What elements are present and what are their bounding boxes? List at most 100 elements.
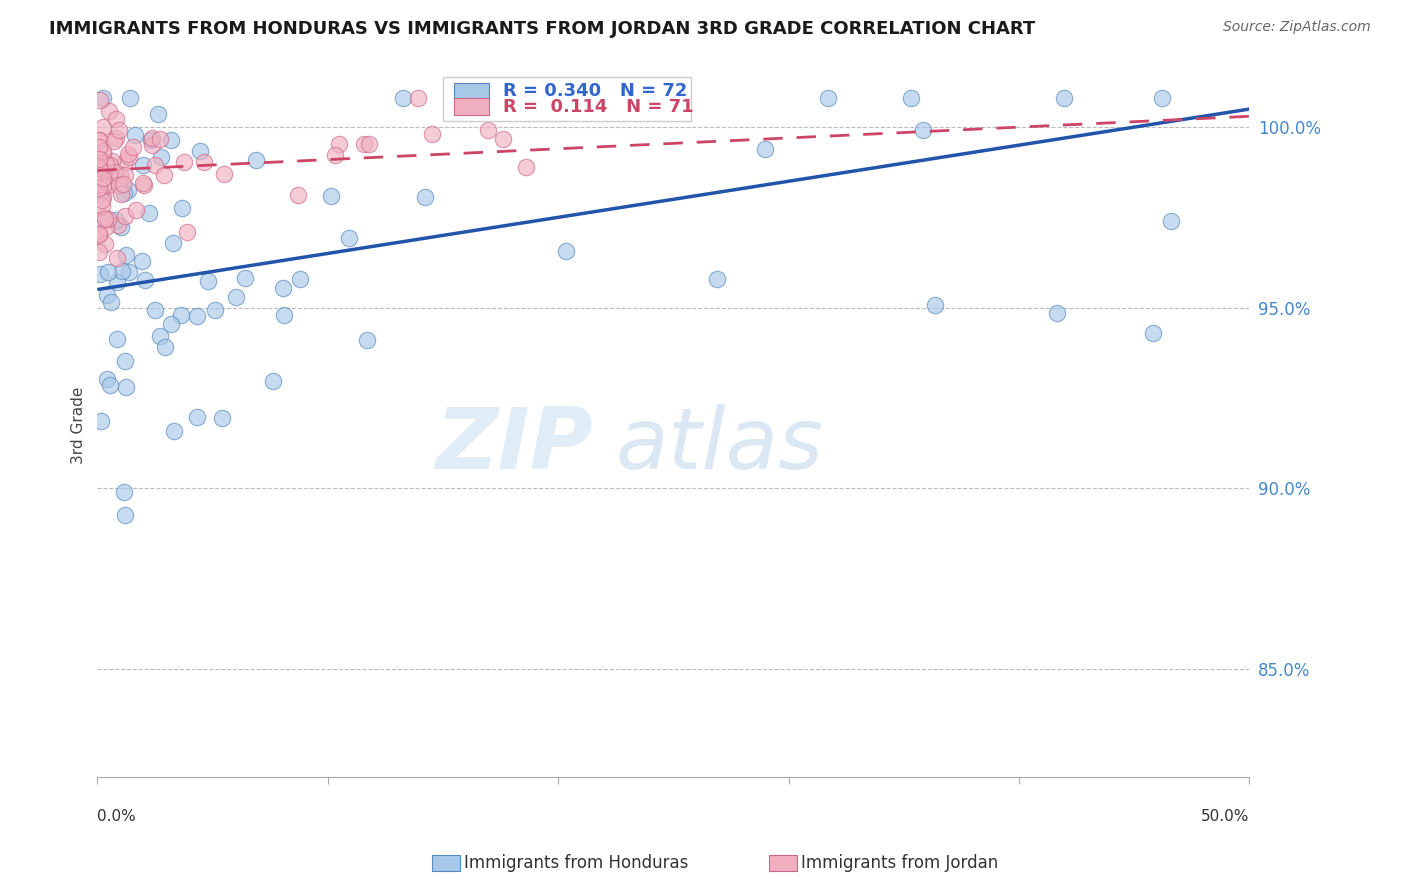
Point [111,177,134,191]
Point [89,93,111,107]
Point [118,150,141,164]
Point [245,153,267,168]
Point [149,329,172,343]
Point [110,186,132,201]
Text: 0.0%: 0.0% [97,809,136,824]
Point [98,378,121,392]
Text: R =  0.114   N = 71: R = 0.114 N = 71 [503,98,693,116]
Point [118,265,141,279]
Point [91,178,114,193]
Point [138,205,160,219]
Point [132,178,155,193]
Point [754,142,776,156]
Point [87,244,110,259]
Point [112,186,135,200]
Text: atlas: atlas [616,404,824,488]
Point [93,211,115,225]
Point [176,225,198,239]
Point [120,91,142,105]
Point [1142,326,1164,340]
Point [153,340,176,354]
Point [288,272,311,286]
Point [319,188,342,202]
Point [359,136,381,151]
Point [111,264,134,278]
Point [186,409,208,424]
Point [146,106,169,120]
Point [97,212,120,227]
Point [148,132,170,146]
Point [1046,306,1069,320]
Point [87,227,110,242]
Point [160,132,183,146]
Point [152,168,174,182]
Point [1052,91,1074,105]
Point [114,155,136,169]
Point [406,91,429,105]
Point [114,210,136,224]
Point [172,201,194,215]
Point [1152,91,1174,105]
Point [173,154,195,169]
Text: R = 0.340   N = 72: R = 0.340 N = 72 [503,82,688,100]
Point [87,227,110,241]
Point [413,189,436,203]
Point [163,425,186,439]
Point [87,140,110,154]
Point [540,101,562,115]
Point [150,150,173,164]
Text: 50.0%: 50.0% [1201,809,1250,824]
Point [91,193,114,207]
Point [323,147,346,161]
Point [112,485,135,500]
Point [87,133,110,147]
Point [492,132,515,146]
Point [132,176,155,190]
Point [105,333,128,347]
Point [100,159,122,173]
Point [91,189,114,203]
Point [188,144,211,158]
Point [94,175,117,189]
Point [97,103,120,118]
Point [87,153,110,167]
Point [1160,214,1182,228]
Point [90,414,112,428]
Point [141,131,163,145]
Point [124,128,146,143]
Point [91,144,114,158]
Point [420,127,443,141]
Text: ZIP: ZIP [434,404,593,488]
Point [160,318,183,332]
Point [193,155,215,169]
Point [96,287,118,301]
Point [262,374,284,388]
Point [97,265,120,279]
Point [515,160,537,174]
Point [122,139,145,153]
Point [90,199,112,213]
Point [107,218,129,232]
Point [143,302,166,317]
Point [105,251,128,265]
Point [131,254,153,268]
Point [139,133,162,147]
Point [87,180,110,194]
Point [94,156,117,170]
Point [105,275,128,289]
Point [89,187,111,202]
Text: Immigrants from Jordan: Immigrants from Jordan [801,854,998,871]
Point [900,91,922,105]
Point [91,120,114,135]
Point [225,290,247,304]
Point [114,508,136,523]
Point [105,213,128,227]
Point [87,133,110,147]
Point [91,170,114,185]
Point [132,158,155,172]
Point [477,123,499,137]
Point [89,186,111,201]
Point [96,371,118,385]
Point [271,281,294,295]
Point [117,183,139,197]
